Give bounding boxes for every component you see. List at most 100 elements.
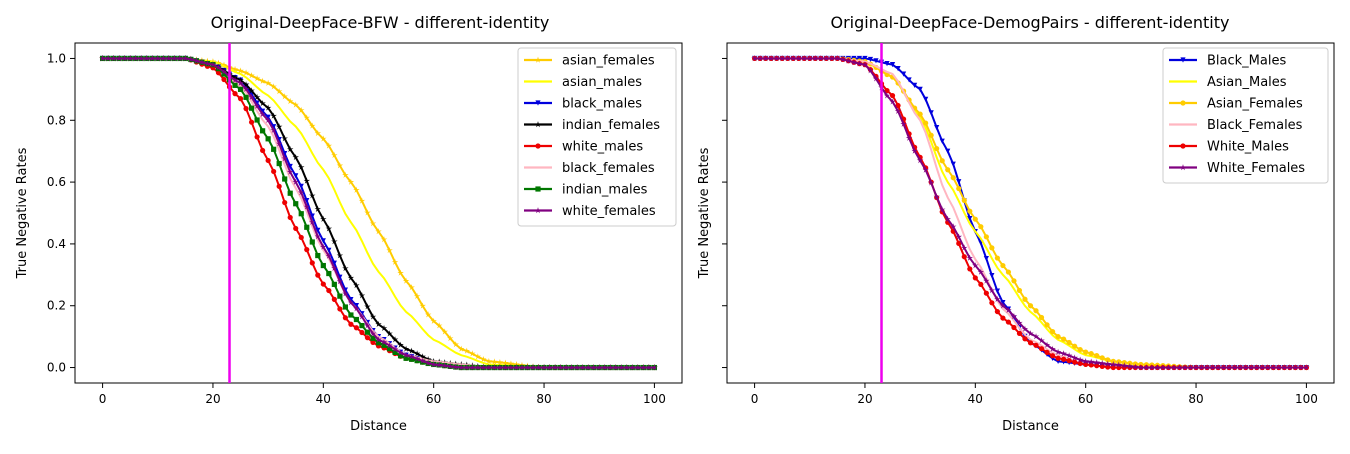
data-point [923,96,929,102]
data-point [187,56,195,63]
series-layer [751,55,1310,371]
data-point [1087,358,1095,365]
data-point [895,102,901,109]
data-point [458,345,465,352]
data-point [983,234,989,240]
y-axis-label: True Negative Rates [15,147,30,279]
data-point [337,293,343,299]
data-point [784,55,791,62]
data-point [535,364,542,371]
data-point [502,359,509,366]
data-point [1094,353,1100,359]
legend-swatch-marker [534,121,542,128]
data-point [353,316,360,323]
data-point [309,122,316,129]
data-point [496,358,504,366]
data-point [988,287,996,294]
legend-swatch-marker [535,100,541,106]
data-point [121,55,128,62]
data-point [1005,306,1012,313]
data-point [1060,350,1067,357]
data-point [989,245,995,251]
data-point [326,247,332,253]
data-point [1170,364,1178,371]
data-point [104,55,112,62]
data-point [282,199,288,206]
data-point [342,315,348,321]
data-point [767,55,775,62]
data-point [271,168,277,175]
data-point [287,163,293,170]
data-point [435,322,443,329]
data-point [303,177,310,184]
data-point [917,111,923,117]
data-point [348,312,354,318]
data-point [314,233,322,240]
data-point [934,145,940,152]
data-point [1231,364,1238,371]
data-point [392,349,398,355]
data-point [298,163,305,171]
legend-entry: Asian_Males [1169,75,1287,90]
data-point [275,123,283,130]
data-point [546,364,553,371]
data-point [883,92,891,99]
data-point [298,106,305,114]
data-point [254,117,260,123]
data-point [182,55,189,62]
data-point [171,55,178,62]
data-point [1209,364,1216,371]
data-point [1187,364,1194,371]
data-point [276,183,282,189]
data-point [115,55,123,62]
data-point [551,364,559,371]
data-point [292,178,299,185]
data-point [867,67,874,74]
data-point [1247,364,1255,371]
data-point [364,322,371,329]
data-point [1083,349,1089,355]
data-point [1072,343,1078,349]
data-point [342,265,349,272]
data-point [242,69,250,76]
data-point [264,116,272,124]
x-tick-label: 0 [751,392,759,406]
data-point [927,179,935,186]
data-point [259,110,266,118]
data-point [386,342,393,349]
data-point [1115,361,1123,368]
data-point [287,214,293,221]
x-tick-label: 100 [643,392,666,406]
data-point [358,313,366,320]
data-point [286,97,294,105]
x-tick-label: 20 [857,392,872,406]
data-point [1099,363,1105,369]
data-point [1082,357,1089,365]
data-point [956,185,962,192]
data-point [331,296,337,302]
data-point [204,60,211,67]
series-layer [99,55,658,371]
data-point [391,345,399,353]
data-point [983,277,990,284]
data-point [413,350,421,357]
chart-title: Original-DeepFace-BFW - different-identi… [211,13,550,32]
data-point [923,120,929,126]
data-point [1032,333,1040,340]
data-point [331,260,337,266]
data-point [381,342,387,348]
x-tick-label: 20 [205,392,220,406]
data-point [298,183,304,189]
data-point [364,209,371,216]
data-point [1061,356,1067,362]
data-point [391,258,399,265]
data-point [463,364,471,371]
data-point [419,353,426,360]
data-point [1110,361,1117,368]
data-point [1027,340,1034,346]
data-point [524,364,531,371]
axis-ticks: 0 20 40 60 80 100 [722,57,1318,406]
data-point [1281,364,1288,371]
y-tick-label: 0.8 [47,113,66,127]
